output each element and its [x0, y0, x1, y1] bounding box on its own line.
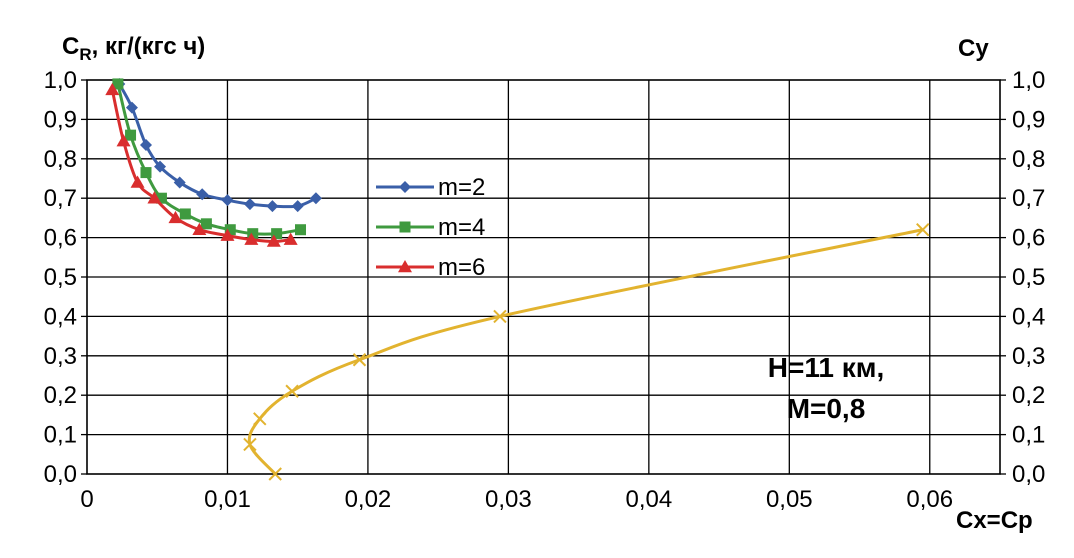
data-point	[244, 232, 259, 245]
y-tick-label-left: 1,0	[44, 67, 77, 94]
y-tick-label-right: 0,5	[1012, 264, 1045, 291]
data-point	[125, 101, 138, 114]
data-point	[147, 191, 162, 204]
x-tick-label: 0,05	[766, 486, 813, 513]
y-axis-right-label: Cy	[958, 35, 989, 62]
data-point	[243, 437, 257, 452]
y-axis-left-label-main: C	[62, 33, 79, 60]
y-tick-label-right: 1,0	[1012, 67, 1045, 94]
x-tick-label: 0,06	[906, 486, 953, 513]
y-tick-label-left: 0,8	[44, 146, 77, 173]
data-point	[398, 260, 412, 273]
data-point	[112, 78, 124, 90]
data-point	[283, 232, 298, 245]
data-point	[105, 82, 120, 96]
legend-label: m=6	[438, 254, 485, 281]
data-point	[268, 467, 282, 481]
x-tick-label: 0,01	[204, 486, 251, 513]
series-line	[247, 228, 924, 476]
data-point	[154, 160, 167, 173]
x-tick-label: 0,03	[485, 486, 532, 513]
legend-entry: m=4	[376, 214, 485, 241]
data-point	[224, 224, 236, 236]
x-tick-label: 0	[80, 486, 93, 513]
y-tick-label-right: 0,8	[1012, 146, 1045, 173]
x-tick-label: 0,04	[625, 486, 672, 513]
y-tick-label-left: 0,0	[44, 461, 77, 488]
series-layer	[105, 77, 930, 481]
data-point	[140, 167, 152, 179]
data-point	[916, 223, 930, 237]
grid-layer	[81, 79, 1006, 475]
data-point	[196, 188, 209, 201]
x-tick-label: 0,02	[345, 486, 392, 513]
series-line	[116, 83, 301, 236]
data-point	[285, 384, 299, 398]
y-tick-label-left: 0,9	[44, 106, 77, 133]
y-tick-label-left: 0,4	[44, 303, 77, 330]
y-axis-left-label: CR, кг/(кгс ч)	[62, 33, 205, 64]
data-point	[266, 234, 281, 247]
series-m-6	[105, 82, 298, 247]
x-axis-label: Cx=Cp	[956, 507, 1033, 534]
y-tick-label-right: 0,6	[1012, 225, 1045, 252]
y-tick-label-right: 0,9	[1012, 106, 1045, 133]
data-point	[139, 139, 152, 152]
series-m-4	[112, 78, 307, 240]
data-point	[130, 175, 145, 188]
series-line	[110, 89, 291, 244]
y-tick-label-left: 0,1	[44, 422, 77, 449]
legend-label: m=4	[438, 214, 485, 241]
y-tick-label-right: 0,7	[1012, 185, 1045, 212]
annotation-line-1: H=11 км,	[768, 352, 884, 383]
legend: m=2 m=4 m=6	[376, 174, 485, 281]
data-point	[243, 198, 256, 211]
y-tick-label-right: 0,3	[1012, 343, 1045, 370]
y-tick-label-left: 0,5	[44, 264, 77, 291]
data-point	[168, 210, 183, 224]
y-tick-label-right: 0,1	[1012, 422, 1045, 449]
data-point	[352, 353, 367, 367]
legend-label: m=2	[438, 174, 485, 201]
data-point	[221, 194, 234, 207]
data-point	[271, 228, 283, 240]
y-tick-label-left: 0,2	[44, 382, 77, 409]
data-point	[295, 224, 307, 236]
y-tick-label-right: 0,4	[1012, 303, 1045, 330]
annotation-line-2: M=0,8	[787, 393, 866, 424]
y-axis-left-label-sub: R	[79, 45, 91, 64]
data-point	[192, 222, 207, 235]
y-axis-left-label-rest: , кг/(кгс ч)	[92, 33, 206, 60]
legend-entry: m=2	[376, 174, 485, 201]
y-tick-label-right: 0,0	[1012, 461, 1045, 488]
data-point	[200, 218, 212, 230]
series-polar	[243, 223, 930, 481]
y-tick-label-left: 0,6	[44, 225, 77, 252]
data-point	[155, 192, 167, 204]
data-point	[220, 228, 235, 241]
data-point	[253, 412, 267, 426]
data-point	[291, 200, 304, 213]
data-point	[116, 134, 131, 147]
data-point	[309, 192, 322, 205]
data-point	[179, 208, 191, 220]
data-point	[247, 228, 259, 240]
data-point	[399, 181, 411, 193]
legend-entry: m=6	[376, 254, 485, 281]
tick-layer: 0 0,01 0,02 0,03 0,04 0,05 0,06 0,0 0,0 0,1 0,1 0,2…	[44, 67, 1046, 513]
data-point	[266, 200, 279, 213]
data-point	[399, 221, 411, 233]
data-point	[173, 176, 186, 189]
y-tick-label-left: 0,7	[44, 185, 77, 212]
y-tick-label-left: 0,3	[44, 343, 77, 370]
data-point	[493, 309, 507, 324]
y-tick-label-right: 0,2	[1012, 382, 1045, 409]
data-point	[125, 129, 137, 141]
